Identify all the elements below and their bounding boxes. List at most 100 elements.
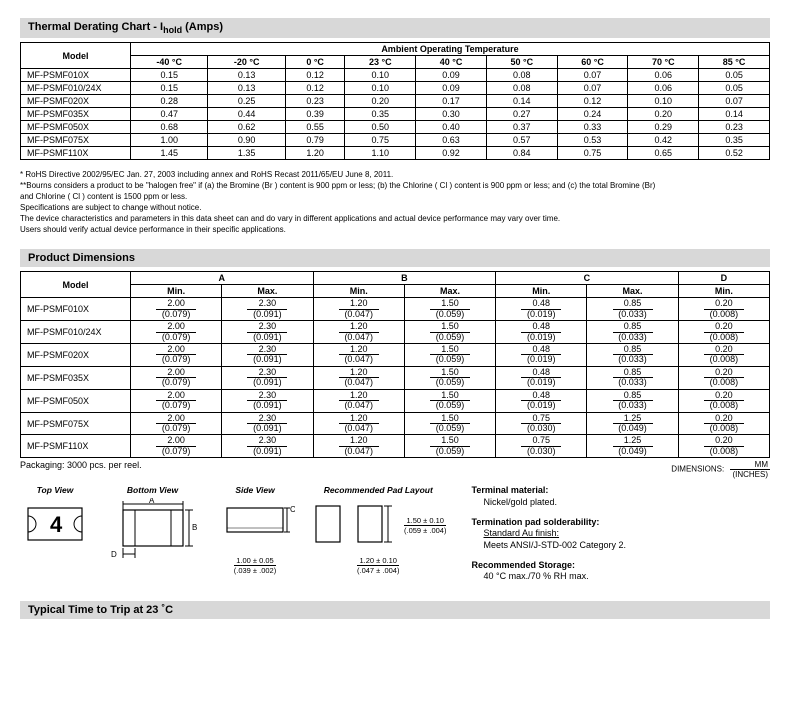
dimension-cell: 1.50(0.059) [404,366,495,389]
time-to-trip-header: Typical Time to Trip at 23 ˚C [20,601,770,619]
model-cell: MF-PSMF035X [21,366,131,389]
top-view-label: Top View [37,485,74,495]
value-cell: 0.06 [628,82,699,95]
value-cell: 0.15 [131,82,208,95]
model-cell: MF-PSMF010/24X [21,321,131,344]
value-cell: 0.23 [285,95,345,108]
value-cell: 0.33 [557,121,628,134]
terminal-material-value: Nickel/gold plated. [471,497,626,509]
value-cell: 0.30 [416,108,487,121]
model-cell: MF-PSMF020X [21,95,131,108]
footnote-3: Specifications are subject to change wit… [20,203,770,213]
table-row: MF-PSMF035X0.470.440.390.350.300.270.240… [21,108,770,121]
dimension-cell: 0.20(0.008) [678,435,769,458]
pad-dim-2: 1.20 ± 0.10 (.047 ± .004) [357,556,399,575]
side-dim-top: 1.00 ± 0.05 [234,556,276,566]
model-cell: MF-PSMF010/24X [21,82,131,95]
value-cell: 0.08 [486,82,557,95]
dimensions-table: Model A B C D Min. Max. Min. Max. Min. M… [20,271,770,458]
drawings-area: Top View 4 Bottom View A B [20,485,770,591]
value-cell: 1.45 [131,147,208,160]
dimension-cell: 1.20(0.047) [313,298,404,321]
value-cell: 0.14 [486,95,557,108]
pad-dim-1: 1.50 ± 0.10 (.059 ± .004) [404,516,446,535]
dimension-cell: 1.50(0.059) [404,321,495,344]
value-cell: 0.55 [285,121,345,134]
value-cell: 0.84 [486,147,557,160]
footnote-5: Users should verify actual device perfor… [20,225,770,235]
value-cell: 0.13 [208,69,285,82]
dimension-cell: 2.00(0.079) [131,366,222,389]
value-cell: 0.20 [628,108,699,121]
table-row: MF-PSMF050X0.680.620.550.500.400.370.330… [21,121,770,134]
dimension-cell: 1.50(0.059) [404,298,495,321]
bottom-view: Bottom View A B D [105,485,200,573]
value-cell: 0.75 [557,147,628,160]
dimension-cell: 0.20(0.008) [678,298,769,321]
value-cell: 0.09 [416,69,487,82]
footnote-4: The device characteristics and parameter… [20,214,770,224]
value-cell: 0.12 [557,95,628,108]
value-cell: 0.25 [208,95,285,108]
thermal-temp-header: 85 °C [699,56,770,69]
dimension-cell: 0.85(0.033) [587,343,678,366]
dimension-cell: 1.25(0.049) [587,412,678,435]
pad-solderability-val1: Standard Au finish: [471,528,626,540]
dimension-cell: 1.50(0.059) [404,435,495,458]
thermal-super-header: Ambient Operating Temperature [131,43,770,56]
value-cell: 0.62 [208,121,285,134]
dimension-cell: 0.20(0.008) [678,412,769,435]
pad-solderability-val2: Meets ANSI/J-STD-002 Category 2. [471,540,626,552]
table-row: MF-PSMF050X2.00(0.079)2.30(0.091)1.20(0.… [21,389,770,412]
table-row: MF-PSMF075X1.000.900.790.750.630.570.530… [21,134,770,147]
pad-dim1-top: 1.50 ± 0.10 [404,516,446,526]
value-cell: 0.92 [416,147,487,160]
value-cell: 0.08 [486,69,557,82]
svg-text:D: D [111,550,117,559]
dimension-cell: 0.20(0.008) [678,366,769,389]
bottom-view-label: Bottom View [127,485,178,495]
thermal-temp-header: -40 °C [131,56,208,69]
table-row: MF-PSMF020X2.00(0.079)2.30(0.091)1.20(0.… [21,343,770,366]
dimension-cell: 0.85(0.033) [587,366,678,389]
model-cell: MF-PSMF110X [21,435,131,458]
thermal-title-sub: hold [163,25,182,35]
pad-dim2-top: 1.20 ± 0.10 [357,556,399,566]
value-cell: 0.06 [628,69,699,82]
value-cell: 0.17 [416,95,487,108]
thermal-temp-header: 40 °C [416,56,487,69]
value-cell: 0.68 [131,121,208,134]
value-cell: 0.07 [557,69,628,82]
value-cell: 0.57 [486,134,557,147]
value-cell: 0.75 [345,134,416,147]
dimension-cell: 2.00(0.079) [131,412,222,435]
thermal-title-suffix: (Amps) [182,21,223,33]
pad-dim1-bot: (.059 ± .004) [404,526,446,535]
dimension-cell: 0.48(0.019) [496,298,587,321]
dims-group-d: D [678,272,769,285]
value-cell: 0.10 [345,69,416,82]
model-cell: MF-PSMF050X [21,121,131,134]
footnote-1: * RoHS Directive 2002/95/EC Jan. 27, 200… [20,170,770,180]
dims-d-min: Min. [678,285,769,298]
dims-group-b: B [313,272,496,285]
value-cell: 0.35 [699,134,770,147]
dimension-cell: 1.20(0.047) [313,435,404,458]
thermal-temp-header: 50 °C [486,56,557,69]
dims-a-min: Min. [131,285,222,298]
value-cell: 0.50 [345,121,416,134]
dims-b-max: Max. [404,285,495,298]
dim-label: DIMENSIONS: [671,465,724,474]
value-cell: 0.39 [285,108,345,121]
dimension-cell: 2.00(0.079) [131,298,222,321]
dimension-cell: 0.20(0.008) [678,389,769,412]
thermal-temp-header: 60 °C [557,56,628,69]
dimension-cell: 2.30(0.091) [222,343,313,366]
value-cell: 0.65 [628,147,699,160]
dims-a-max: Max. [222,285,313,298]
table-row: MF-PSMF020X0.280.250.230.200.170.140.120… [21,95,770,108]
pad-solderability-label: Termination pad solderability: [471,517,626,529]
value-cell: 0.52 [699,147,770,160]
dimension-cell: 0.75(0.030) [496,412,587,435]
dimension-cell: 2.00(0.079) [131,389,222,412]
